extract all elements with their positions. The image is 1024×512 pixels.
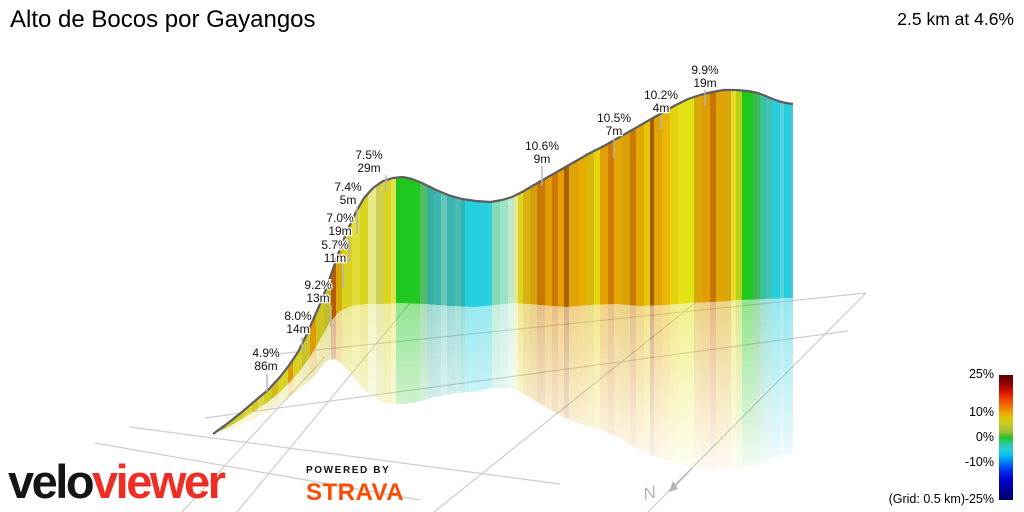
- route-summary: 2.5 km at 4.6%: [897, 9, 1014, 29]
- north-letter: N: [641, 483, 658, 504]
- strava-wordmark: STRAVA: [306, 479, 405, 506]
- segment-label: 7.5% 29m: [355, 148, 383, 175]
- legend-tick-25%: 25%: [968, 367, 994, 381]
- segment-label: 8.0% 14m: [284, 309, 312, 336]
- segment-label: 9.2% 13m: [304, 278, 332, 305]
- segment-label: 10.5% 7m: [597, 111, 631, 138]
- logo-viewer-text: viewer: [92, 455, 226, 508]
- elevation-profile-edge: [212, 88, 794, 435]
- segment-label: 4.9% 86m: [252, 346, 280, 373]
- grid-spacing-note: (Grid: 0.5 km): [888, 492, 965, 506]
- segment-label: 7.4% 5m: [334, 180, 362, 207]
- logo-velo-text: velo: [8, 455, 95, 508]
- page-title: Alto de Bocos por Gayangos: [10, 6, 316, 33]
- legend-tick--25%: -25%: [964, 492, 994, 506]
- segment-label: 9.9% 19m: [691, 63, 719, 90]
- veloviewer-logo: veloviewer: [8, 455, 226, 508]
- legend-tick-0%: 0%: [975, 429, 994, 444]
- segment-label: 7.0% 19m: [326, 211, 354, 238]
- strava-attribution: POWERED BY STRAVA: [306, 465, 404, 507]
- gradient-legend-colorbar: [999, 375, 1013, 500]
- powered-by-text: POWERED BY: [306, 465, 391, 476]
- segment-label: 10.6% 9m: [525, 139, 559, 166]
- segment-label: 10.2% 4m: [644, 88, 678, 115]
- north-arrow: N: [641, 467, 693, 504]
- legend-tick--10%: -10%: [964, 454, 994, 469]
- legend-tick-10%: 10%: [968, 404, 994, 419]
- segment-label: 5.7% 11m: [321, 238, 349, 265]
